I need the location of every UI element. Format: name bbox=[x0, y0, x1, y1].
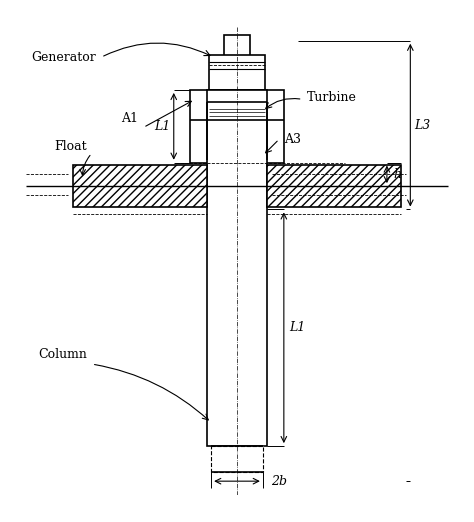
Bar bbox=[209, 55, 265, 90]
Text: Float: Float bbox=[55, 140, 87, 153]
Text: L3: L3 bbox=[414, 118, 430, 132]
Bar bbox=[211, 446, 263, 472]
Text: L1: L1 bbox=[289, 321, 305, 334]
Bar bbox=[73, 165, 207, 207]
Text: Turbine: Turbine bbox=[307, 90, 357, 103]
Text: Column: Column bbox=[38, 348, 87, 361]
Text: h: h bbox=[393, 168, 401, 181]
Text: 2b: 2b bbox=[271, 474, 287, 488]
Text: A3: A3 bbox=[284, 133, 301, 146]
Bar bbox=[190, 90, 284, 163]
Bar bbox=[207, 90, 267, 446]
Text: A1: A1 bbox=[121, 112, 138, 125]
Text: L1: L1 bbox=[154, 120, 170, 133]
Bar bbox=[224, 35, 250, 57]
Text: Generator: Generator bbox=[32, 51, 97, 64]
Bar bbox=[267, 165, 401, 207]
